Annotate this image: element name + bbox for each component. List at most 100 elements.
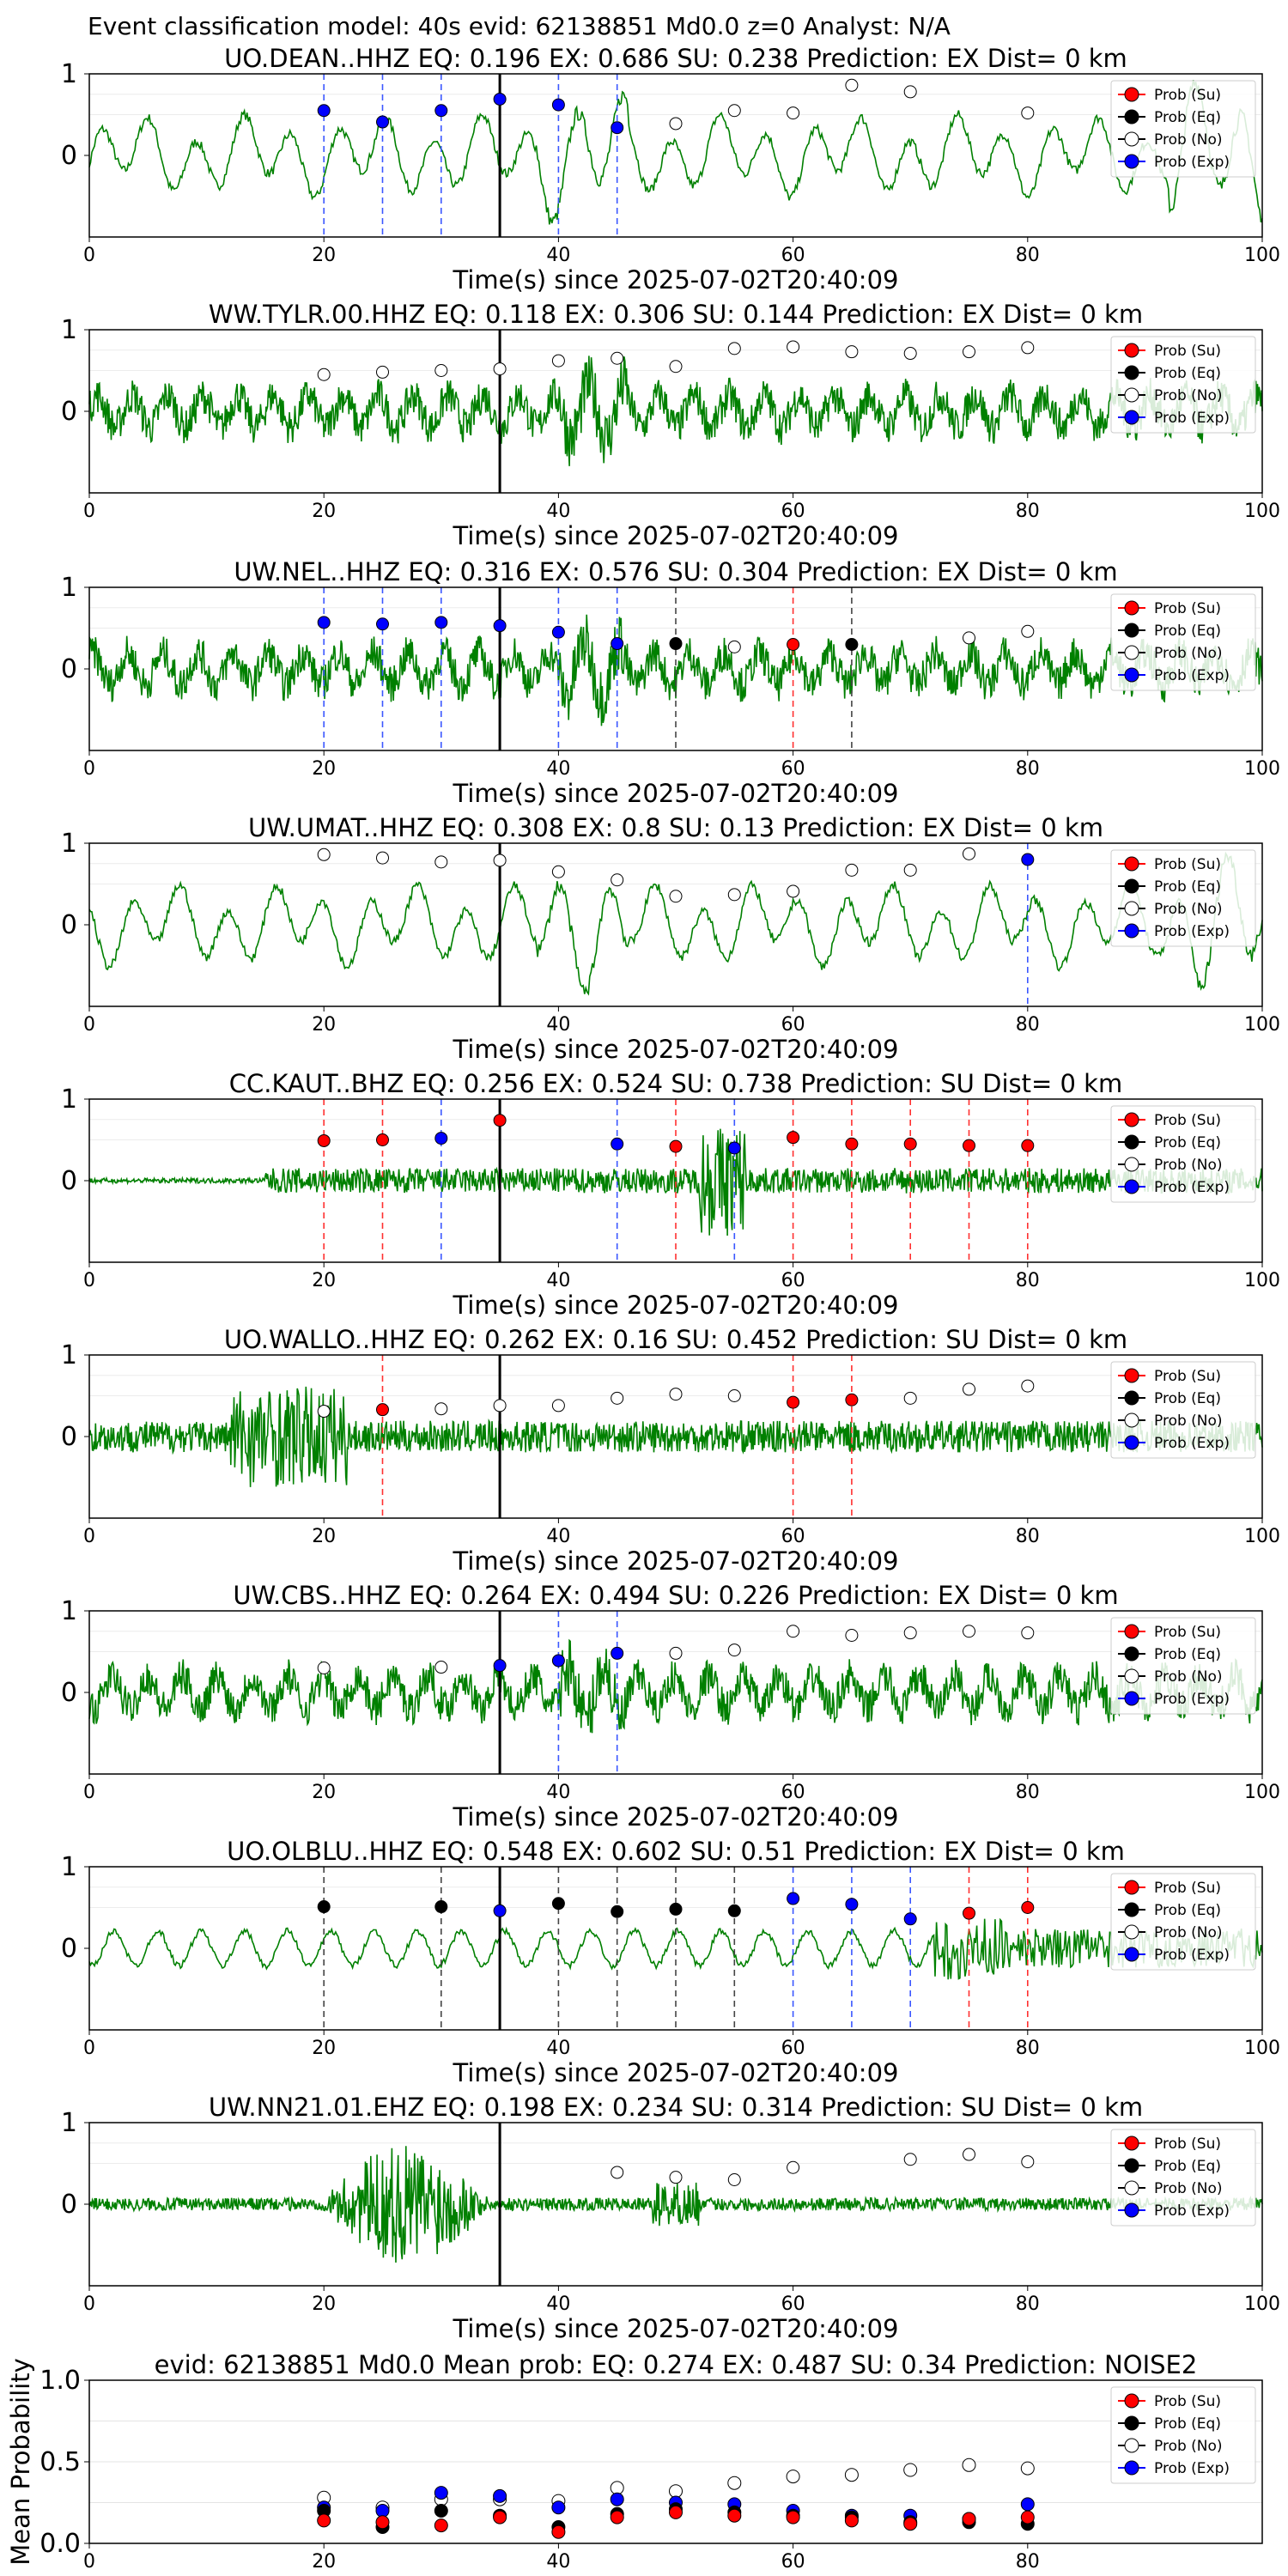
mean-marker-exp [375,2504,390,2518]
y-tick-label: 1 [61,1852,77,1882]
legend-label: Prob (Exp) [1154,923,1230,940]
prob-marker-no [903,85,917,99]
legend-marker [1124,878,1139,894]
x-tick-label: 80 [1016,1526,1040,1547]
prob-marker-no [611,873,624,887]
x-tick-label: 100 [1244,2038,1280,2059]
panel-title: UW.CBS..HHZ EQ: 0.264 EX: 0.494 SU: 0.22… [233,1581,1118,1610]
prob-marker-no [669,117,683,131]
panel-title: UW.NEL..HHZ EQ: 0.316 EX: 0.576 SU: 0.30… [234,557,1117,586]
legend-marker [1124,1668,1139,1684]
legend-marker [1124,2136,1139,2151]
legend-marker [1124,154,1139,169]
x-axis-label: Time(s) since 2025-07-02T20:40:09 [453,1291,899,1320]
x-tick-label: 20 [312,1270,336,1291]
prob-marker-exp [787,1892,800,1905]
prob-marker-no [434,364,448,377]
mean-marker-no [786,2470,800,2484]
x-tick-label: 80 [1016,2038,1040,2059]
prob-marker-no [787,2160,800,2174]
legend-marker [1124,131,1139,147]
legend-marker [1124,410,1139,425]
prob-marker-exp [551,98,565,112]
legend-marker [1124,1134,1139,1150]
mean-marker-no [844,2468,859,2482]
prob-marker-eq [317,1900,331,1914]
x-tick-label: 0 [83,758,95,780]
x-tick-label: 0 [83,245,95,266]
prob-marker-exp [493,1659,507,1673]
panel-ww-tylr-00-hhz: WW.TYLR.00.HHZ EQ: 0.118 EX: 0.306 SU: 0… [61,300,1280,550]
mean-marker-su [434,2518,448,2533]
legend-marker [1124,1646,1139,1662]
legend: Prob (Su) Prob (Eq) Prob (No) Prob (Exp) [1110,1105,1256,1203]
prob-marker-no [1021,624,1035,638]
panel-uw-nn21-01-ehz: UW.NN21.01.EHZ EQ: 0.198 EX: 0.234 SU: 0… [61,2093,1280,2343]
prob-marker-exp [434,104,448,118]
y-tick-label: 1 [61,1340,77,1370]
y-tick-label: 0.0 [39,2529,81,2559]
legend-label: Prob (Exp) [1154,667,1230,684]
x-tick-label: 60 [781,501,805,522]
x-tick-label: 40 [546,2293,570,2315]
legend-label: Prob (Su) [1154,2393,1221,2410]
x-tick-label: 60 [781,2038,805,2059]
prob-marker-no [1021,1379,1035,1393]
prob-marker-no [787,106,800,120]
legend-marker [1124,1157,1139,1172]
y-tick-label: 0 [61,1934,77,1964]
legend-label: Prob (No) [1154,2438,1223,2455]
mean-marker-exp [1020,2497,1035,2512]
prob-marker-no [611,1391,624,1405]
x-tick-label: 80 [1016,1270,1040,1291]
x-tick-label: 40 [546,2038,570,2059]
legend: Prob (Su) Prob (Eq) Prob (No) Prob (Exp) [1110,80,1256,178]
x-tick-label: 100 [1244,1270,1280,1291]
legend: Prob (Su) Prob (Eq) Prob (No) Prob (Exp) [1110,2386,1256,2484]
prob-marker-exp [611,1137,624,1151]
x-tick-label: 20 [312,2551,336,2573]
prob-marker-exp [317,616,331,629]
prob-marker-no [669,890,683,903]
mean-marker-exp [551,2500,566,2515]
figure-suptitle: Event classification model: 40s evid: 62… [88,12,951,40]
prob-marker-exp [611,637,624,651]
x-tick-label: 40 [546,501,570,522]
prob-marker-su [787,1131,800,1145]
prob-marker-no [493,1399,507,1413]
y-axis-label: Mean Probability [6,2358,35,2566]
legend-marker [1124,1368,1139,1383]
legend-label: Prob (Eq) [1154,878,1221,896]
legend-marker [1124,923,1139,939]
legend-label: Prob (Su) [1154,1624,1221,1641]
prob-marker-eq [727,1904,741,1917]
y-tick-label: 1 [61,2108,77,2138]
mean-marker-su [375,2515,390,2530]
prob-marker-eq [845,638,859,651]
legend-label: Prob (Eq) [1154,2415,1221,2433]
legend-label: Prob (Exp) [1154,1179,1230,1196]
x-axis-label: Time(s) since 2025-07-02T20:40:09 [453,1802,899,1832]
y-tick-label: 1 [61,1596,77,1626]
prob-marker-su [845,1393,859,1406]
legend-label: Prob (Su) [1154,1880,1221,1897]
prob-marker-exp [493,1904,507,1917]
x-tick-label: 40 [546,2551,570,2573]
prob-marker-no [727,104,741,118]
x-axis-label: Time(s) since 2025-07-02T20:40:09 [453,1546,899,1576]
x-tick-label: 100 [1244,2293,1280,2315]
legend: Prob (Su) Prob (Eq) Prob (No) Prob (Exp) [1110,1361,1256,1459]
legend-label: Prob (No) [1154,1668,1223,1686]
prob-marker-su [787,1395,800,1409]
x-tick-label: 40 [546,1270,570,1291]
x-tick-label: 0 [83,1014,95,1036]
legend-marker [1124,1390,1139,1406]
mean-marker-su [610,2510,624,2524]
prob-marker-no [551,865,565,878]
axes-frame [88,842,1263,1007]
legend: Prob (Su) Prob (Eq) Prob (No) Prob (Exp) [1110,593,1256,691]
panel-title: UO.OLBLU..HHZ EQ: 0.548 EX: 0.602 SU: 0.… [227,1837,1125,1866]
mean-marker-su [669,2505,683,2519]
legend-label: Prob (Eq) [1154,1390,1221,1407]
